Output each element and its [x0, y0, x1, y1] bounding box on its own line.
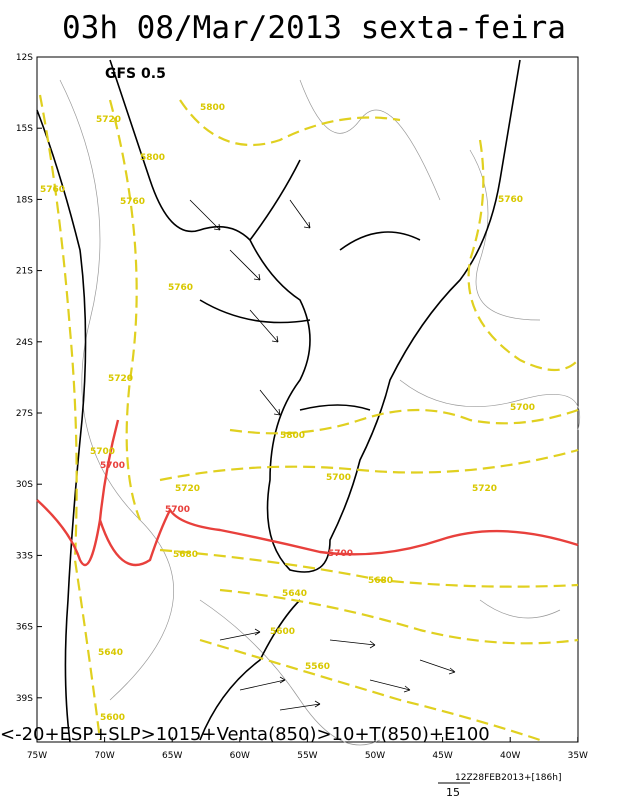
lat-label: 21S: [16, 267, 33, 277]
contour-label: 5720: [175, 484, 200, 494]
contour-label: 5600: [100, 713, 125, 723]
title: 03h 08/Mar/2013 sexta-feira: [62, 10, 566, 46]
contour-label: 5760: [40, 185, 65, 195]
contour-label: 5680: [368, 576, 393, 586]
lon-label: 40W: [500, 751, 520, 761]
lat-label: 33S: [16, 551, 33, 561]
height-contours: [38, 94, 579, 742]
lon-label: 50W: [365, 751, 385, 761]
axes: 12S 15S 18S 21S 24S 27S 30S 33S 36S 39S 75W 70W 65W 6…: [16, 53, 588, 761]
lon-label: 60W: [230, 751, 250, 761]
lat-label: 18S: [16, 195, 33, 205]
plot: GFS 0.5: [36, 56, 581, 746]
lat-label: 39S: [16, 694, 33, 704]
contour-labels: 5800 5720 5800 5760 5760 5760 5720 5800 5700 5700…: [40, 103, 535, 723]
contour-label: 5600: [270, 627, 295, 637]
contour-label: 5700: [328, 549, 353, 559]
contour-label: 5800: [280, 431, 305, 441]
contour-label: 5720: [96, 115, 121, 125]
lon-label: 55W: [297, 751, 317, 761]
contour-label: 5700: [90, 447, 115, 457]
run-label: 12Z28FEB2013+[186h]: [455, 773, 561, 783]
lat-label: 15S: [16, 124, 33, 134]
contour-label: 5700: [510, 403, 535, 413]
contour-label: 5680: [173, 550, 198, 560]
contour-label: 5700: [326, 473, 351, 483]
contour-label: 5720: [108, 374, 133, 384]
lon-label: 75W: [27, 751, 47, 761]
contour-label: 5720: [472, 484, 497, 494]
contour-label: 5760: [498, 195, 523, 205]
contour-label: 5640: [98, 648, 123, 658]
lon-label: 70W: [94, 751, 114, 761]
lat-label: 27S: [16, 409, 33, 419]
contour-label: 5760: [168, 283, 193, 293]
lon-label: 45W: [432, 751, 452, 761]
scale-label: 15: [446, 786, 460, 799]
caption: <-20+ESP+SLP>1015+Venta(850)>10+T(850)+E…: [0, 724, 490, 745]
contour-label: 5700: [100, 461, 125, 471]
contour-label: 5800: [140, 153, 165, 163]
wind-vectors: [189, 199, 456, 711]
contour-label: 5640: [282, 589, 307, 599]
contour-5700: [36, 419, 579, 567]
contour-label: 5760: [120, 197, 145, 207]
lat-label: 24S: [16, 338, 33, 348]
lat-label: 12S: [16, 53, 33, 63]
lon-label: 65W: [162, 751, 182, 761]
contour-label: 5700: [165, 505, 190, 515]
lat-label: 30S: [16, 480, 33, 490]
model-label: GFS 0.5: [105, 66, 166, 82]
lat-label: 36S: [16, 623, 33, 633]
coastlines: [36, 59, 521, 743]
lon-label: 35W: [568, 751, 588, 761]
contour-label: 5800: [200, 103, 225, 113]
contour-label: 5560: [305, 662, 330, 672]
